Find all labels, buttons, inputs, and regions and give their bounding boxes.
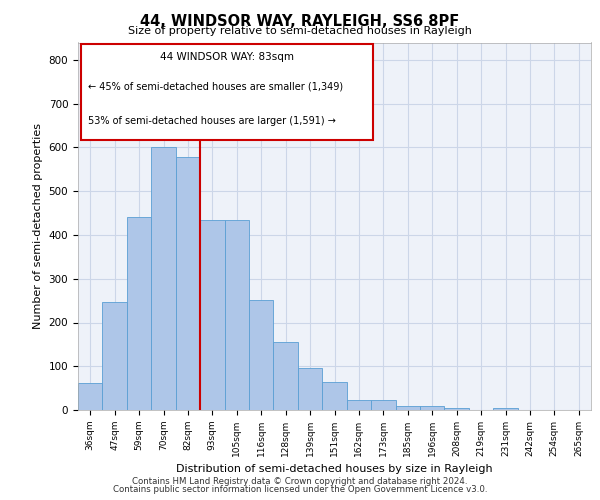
Bar xyxy=(420,406,445,410)
Bar xyxy=(445,408,469,410)
Bar xyxy=(249,300,274,410)
Bar xyxy=(78,383,103,410)
Bar xyxy=(322,382,347,410)
Text: 44 WINDSOR WAY: 83sqm: 44 WINDSOR WAY: 83sqm xyxy=(160,52,294,62)
Text: Contains HM Land Registry data © Crown copyright and database right 2024.: Contains HM Land Registry data © Crown c… xyxy=(132,477,468,486)
Bar xyxy=(371,400,395,410)
Bar xyxy=(127,218,151,410)
Bar xyxy=(224,220,249,410)
Bar xyxy=(176,157,200,410)
Text: Contains public sector information licensed under the Open Government Licence v3: Contains public sector information licen… xyxy=(113,484,487,494)
Bar xyxy=(200,220,224,410)
FancyBboxPatch shape xyxy=(80,44,373,140)
Text: Size of property relative to semi-detached houses in Rayleigh: Size of property relative to semi-detach… xyxy=(128,26,472,36)
Bar xyxy=(395,406,420,410)
X-axis label: Distribution of semi-detached houses by size in Rayleigh: Distribution of semi-detached houses by … xyxy=(176,464,493,474)
Bar xyxy=(103,302,127,410)
Bar xyxy=(151,146,176,410)
Bar xyxy=(493,408,518,410)
Text: 53% of semi-detached houses are larger (1,591) →: 53% of semi-detached houses are larger (… xyxy=(88,116,336,126)
Bar xyxy=(298,368,322,410)
Bar xyxy=(274,342,298,410)
Bar xyxy=(347,400,371,410)
Text: 44, WINDSOR WAY, RAYLEIGH, SS6 8PF: 44, WINDSOR WAY, RAYLEIGH, SS6 8PF xyxy=(140,14,460,29)
Text: ← 45% of semi-detached houses are smaller (1,349): ← 45% of semi-detached houses are smalle… xyxy=(88,81,343,91)
Y-axis label: Number of semi-detached properties: Number of semi-detached properties xyxy=(33,123,43,329)
